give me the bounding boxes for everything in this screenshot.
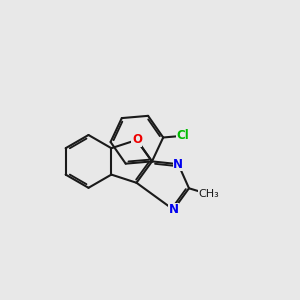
Text: Cl: Cl	[176, 129, 189, 142]
Text: CH₃: CH₃	[199, 189, 220, 200]
Text: N: N	[169, 203, 178, 216]
Text: O: O	[131, 134, 142, 146]
Text: O: O	[132, 133, 142, 146]
Text: N: N	[173, 158, 183, 171]
